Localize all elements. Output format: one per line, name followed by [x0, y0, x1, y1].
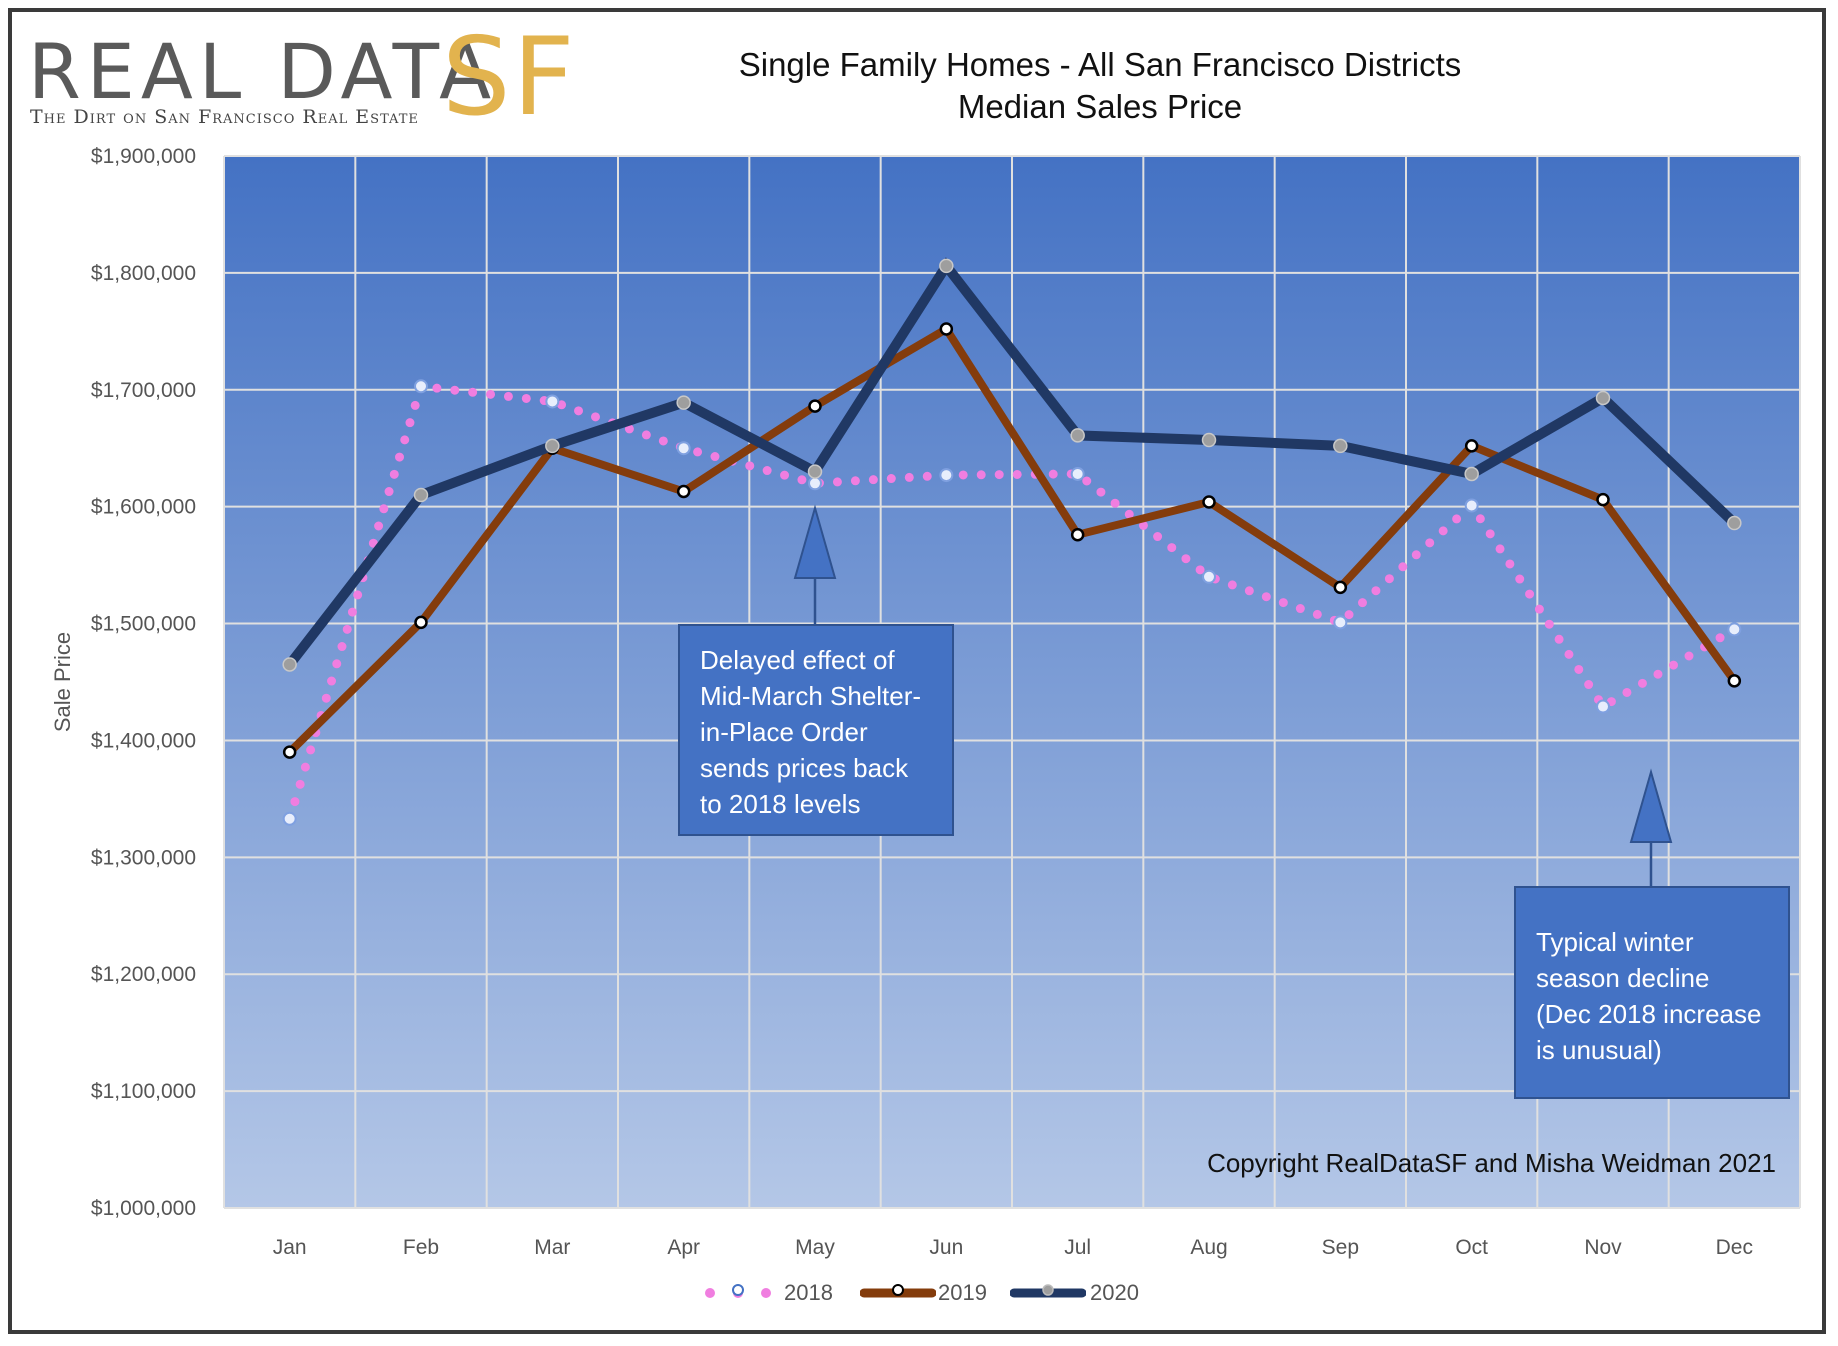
x-tick-label: Jun	[929, 1236, 963, 1259]
data-point-2018-May	[808, 476, 822, 491]
callout-arrows	[793, 504, 1673, 886]
winter-decline-callout: Typical winter season decline (Dec 2018 …	[1514, 886, 1790, 1099]
legend-item-2019: 2019	[860, 1278, 1010, 1308]
data-point-2019-Nov	[1596, 492, 1610, 507]
data-point-2020-Sep	[1333, 438, 1348, 454]
series-line-2019	[286, 323, 1738, 755]
chart-title-line-1: Single Family Homes - All San Francisco …	[738, 46, 1462, 83]
data-point-2018-Mar	[545, 394, 560, 409]
data-point-2018-Apr	[676, 441, 691, 456]
data-point-2019-Jan	[282, 745, 297, 759]
x-tick-label: Jan	[273, 1236, 307, 1259]
data-point-2018-Oct	[1464, 498, 1479, 513]
data-point-2018-Jun	[939, 468, 954, 483]
legend-label-2018: 2018	[784, 1280, 833, 1305]
legend-label-2019: 2019	[938, 1280, 987, 1305]
x-tick-label: Sep	[1322, 1236, 1359, 1259]
x-tick-label: May	[795, 1236, 835, 1259]
series-line-2020	[285, 257, 1738, 668]
data-point-2019-Feb	[414, 615, 428, 630]
y-tick-label: $1,800,000	[91, 262, 196, 285]
data-point-2019-Apr	[676, 484, 691, 499]
data-point-2019-Sep	[1333, 580, 1348, 595]
legend-item-2018: 2018	[700, 1278, 840, 1308]
series-2020	[282, 257, 1742, 672]
data-point-2020-Nov	[1595, 390, 1611, 406]
copyright-notice: Copyright RealDataSF and Misha Weidman 2…	[1207, 1148, 1776, 1178]
legend-marker-2018	[705, 1284, 771, 1298]
x-tick-label: Feb	[403, 1236, 439, 1259]
legend-label-2020: 2020	[1090, 1280, 1139, 1305]
data-point-2019-Oct	[1464, 439, 1479, 453]
realdatasf-logo: REAL DATA SF The Dirt on San Francisco R…	[28, 24, 588, 132]
callout-arrow-head	[1629, 768, 1673, 843]
data-point-2019-Jul	[1070, 527, 1085, 542]
y-tick-label: $1,100,000	[91, 1080, 196, 1103]
y-tick-label: $1,600,000	[91, 496, 196, 519]
series-2018	[282, 379, 1742, 826]
data-point-2018-Aug	[1202, 569, 1216, 584]
logo-wordmark: REAL DATA	[28, 27, 498, 116]
data-point-2018-Nov	[1596, 699, 1610, 714]
x-tick-label: Jul	[1064, 1236, 1091, 1259]
data-point-2020-Dec	[1727, 515, 1742, 531]
y-tick-label: $1,900,000	[91, 145, 196, 168]
y-tick-label: $1,200,000	[91, 963, 196, 986]
y-axis-label: Sale Price	[50, 632, 75, 732]
x-tick-label: Aug	[1190, 1236, 1227, 1259]
data-point-2020-Apr	[676, 395, 691, 410]
x-tick-label: Mar	[534, 1236, 570, 1259]
legend-marker-2019	[860, 1284, 936, 1298]
callout-arrow-head	[793, 504, 837, 579]
y-tick-label: $1,400,000	[91, 729, 196, 752]
data-point-2020-May	[807, 464, 823, 479]
data-point-2020-Aug	[1201, 432, 1217, 448]
y-tick-label: $1,500,000	[91, 613, 196, 636]
series-2019	[282, 322, 1742, 759]
logo-accent: SF	[442, 15, 577, 140]
series-lines	[282, 257, 1742, 826]
y-tick-label: $1,000,000	[91, 1197, 196, 1220]
data-point-2019-May	[808, 399, 822, 413]
data-point-2018-Sep	[1333, 615, 1348, 630]
x-tick-label: Dec	[1716, 1236, 1753, 1259]
data-point-2019-Aug	[1202, 495, 1216, 509]
data-point-2018-Jan	[282, 811, 297, 826]
data-point-2018-Jul	[1070, 466, 1085, 481]
y-tick-label: $1,300,000	[91, 846, 196, 869]
legend-item-2020: 2020	[1010, 1278, 1160, 1308]
data-point-2020-Mar	[545, 438, 560, 454]
chart-title-line-2: Median Sales Price	[957, 88, 1243, 125]
data-point-2020-Jan	[282, 657, 297, 672]
data-point-2018-Dec	[1727, 622, 1742, 637]
x-tick-label: Apr	[667, 1236, 700, 1259]
x-tick-label: Nov	[1584, 1236, 1622, 1259]
y-axis-tick-labels: $1,000,000 $1,100,000 $1,200,000 $1,300,000…	[91, 145, 196, 1220]
x-axis-tick-labels: Jan Feb Mar Apr May Jun Jul Aug Sep Oct Nov Dec	[273, 1236, 1753, 1259]
data-point-2020-Feb	[413, 487, 429, 503]
data-point-2020-Jul	[1070, 428, 1085, 443]
logo-tagline: The Dirt on San Francisco Real Estate	[30, 106, 419, 128]
legend-marker-2020	[1010, 1284, 1086, 1298]
data-point-2018-Feb	[414, 379, 428, 394]
shelter-in-place-callout: Delayed effect of Mid-March Shelter-in-P…	[678, 624, 954, 836]
y-tick-label: $1,700,000	[91, 379, 196, 402]
data-point-2019-Jun	[939, 322, 954, 336]
series-line-2018	[285, 381, 1739, 824]
x-tick-label: Oct	[1455, 1236, 1488, 1259]
data-point-2020-Jun	[939, 258, 954, 274]
data-point-2019-Dec	[1727, 674, 1742, 688]
data-point-2020-Oct	[1464, 466, 1479, 482]
